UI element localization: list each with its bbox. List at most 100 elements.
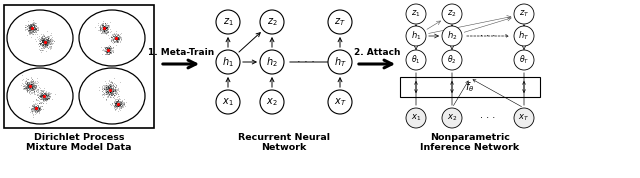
Point — [31, 28, 41, 31]
Point — [28, 102, 38, 105]
Point — [29, 106, 39, 108]
Point — [104, 49, 114, 51]
Point — [100, 28, 110, 31]
Point — [47, 42, 58, 44]
Point — [115, 100, 125, 103]
Point — [105, 21, 115, 24]
Point — [105, 90, 115, 93]
Point — [104, 88, 114, 91]
Point — [100, 83, 111, 86]
Point — [41, 96, 51, 99]
Point — [106, 86, 116, 89]
Point — [104, 23, 114, 26]
Point — [26, 28, 36, 31]
Point — [26, 104, 36, 107]
Point — [31, 27, 41, 30]
Point — [37, 94, 47, 96]
Point — [102, 92, 112, 95]
Point — [97, 24, 108, 27]
Point — [100, 91, 110, 93]
Point — [39, 47, 49, 50]
Point — [38, 95, 48, 98]
Point — [114, 104, 124, 107]
Point — [101, 27, 111, 30]
Point — [110, 36, 120, 39]
Point — [27, 22, 37, 25]
Point — [118, 98, 129, 100]
Point — [104, 86, 115, 89]
Point — [93, 85, 104, 88]
Point — [38, 94, 48, 97]
Point — [42, 98, 52, 100]
Point — [113, 104, 123, 107]
Point — [101, 90, 111, 93]
Point — [104, 88, 115, 91]
Point — [28, 83, 38, 86]
Point — [22, 25, 33, 27]
Point — [38, 98, 49, 100]
Point — [42, 42, 52, 45]
Point — [99, 27, 109, 30]
Point — [111, 83, 121, 86]
Point — [35, 40, 45, 42]
Ellipse shape — [260, 10, 284, 34]
Point — [22, 88, 32, 90]
Point — [99, 25, 109, 27]
Point — [40, 43, 51, 46]
Point — [100, 46, 111, 49]
Point — [115, 39, 125, 42]
Point — [100, 22, 110, 25]
Point — [114, 37, 124, 40]
Point — [39, 94, 49, 97]
Point — [107, 38, 117, 41]
Point — [38, 35, 49, 38]
Point — [113, 37, 123, 40]
Point — [113, 33, 123, 36]
Point — [110, 107, 120, 110]
Point — [101, 49, 111, 52]
Point — [24, 106, 34, 109]
Point — [100, 26, 110, 29]
Point — [36, 42, 47, 44]
Point — [23, 85, 33, 88]
Point — [46, 47, 56, 50]
Point — [111, 35, 122, 38]
Point — [108, 86, 118, 89]
Point — [104, 49, 114, 52]
Point — [17, 88, 28, 91]
Point — [104, 88, 115, 91]
Point — [25, 25, 35, 28]
Point — [111, 37, 121, 40]
Point — [28, 27, 38, 30]
Point — [112, 36, 122, 39]
Point — [98, 92, 108, 95]
Point — [30, 30, 40, 32]
Point — [38, 93, 49, 96]
Point — [37, 41, 47, 43]
Point — [19, 83, 29, 86]
Point — [42, 93, 52, 96]
Point — [110, 34, 120, 37]
Point — [26, 24, 36, 27]
Point — [100, 26, 111, 29]
Point — [28, 27, 38, 30]
Point — [24, 90, 34, 92]
Point — [33, 105, 44, 108]
Point — [106, 38, 116, 41]
Point — [28, 86, 38, 89]
Point — [112, 104, 122, 107]
Point — [38, 37, 49, 40]
Point — [38, 90, 48, 93]
Point — [32, 27, 42, 30]
Point — [39, 39, 49, 42]
Point — [106, 90, 116, 93]
Point — [104, 90, 114, 93]
Point — [98, 26, 108, 29]
Point — [31, 90, 41, 93]
Point — [106, 96, 116, 98]
Point — [33, 106, 43, 109]
Point — [97, 87, 108, 90]
Point — [95, 27, 106, 30]
Point — [40, 92, 50, 95]
Point — [113, 41, 123, 44]
